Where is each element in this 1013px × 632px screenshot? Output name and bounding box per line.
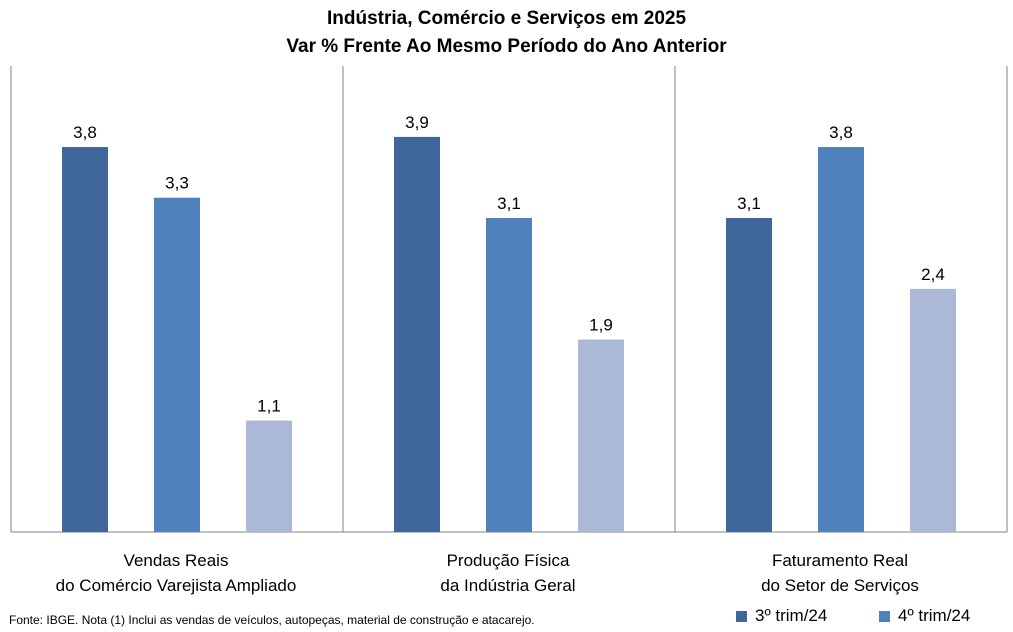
data-label-s2-c0: 1,1	[257, 397, 281, 416]
data-label-s1-c1: 3,1	[497, 194, 521, 213]
legend-swatch-0	[736, 610, 747, 622]
category-label-1-line1: Produção Física	[446, 551, 570, 570]
bar-s1-c0	[154, 197, 200, 532]
footnote: Fonte: IBGE. Nota (1) Inclui as vendas d…	[9, 613, 535, 627]
category-label-1: Produção Física da Indústria Geral	[343, 548, 673, 598]
category-label-2: Faturamento Real do Setor de Serviços	[675, 548, 1005, 598]
bar-s0-c2	[726, 217, 772, 532]
category-label-1-line2: da Indústria Geral	[440, 576, 576, 595]
category-label-0-line2: do Comércio Varejista Ampliado	[55, 576, 297, 595]
bar-s2-c2	[910, 288, 956, 532]
data-label-s1-c0: 3,3	[165, 174, 189, 193]
legend-label-1: 4º trim/24	[898, 606, 971, 625]
category-label-0-line1: Vendas Reais	[123, 551, 229, 570]
bar-s0-c0	[62, 147, 108, 533]
bar-s0-c1	[394, 136, 440, 533]
bar-s1-c2	[818, 147, 864, 533]
data-label-s0-c1: 3,9	[405, 113, 429, 132]
data-label-s2-c2: 2,4	[921, 265, 945, 284]
chart-subtitle: Var % Frente Ao Mesmo Período do Ano Ant…	[286, 36, 727, 57]
bar-s2-c0	[246, 420, 292, 532]
legend-item-1: 4º trim/24	[879, 606, 970, 626]
chart-title: Indústria, Comércio e Serviços em 2025	[326, 8, 687, 29]
bar-s2-c1	[578, 339, 624, 532]
bar-s1-c1	[486, 217, 532, 532]
data-label-s2-c1: 1,9	[589, 316, 613, 335]
category-label-2-line2: do Setor de Serviços	[761, 576, 919, 595]
data-label-s0-c2: 3,1	[737, 194, 761, 213]
legend-swatch-1	[879, 610, 890, 622]
legend-item-0: 3º trim/24	[736, 606, 827, 626]
category-label-2-line1: Faturamento Real	[771, 551, 909, 570]
legend-label-0: 3º trim/24	[755, 606, 828, 625]
category-label-0: Vendas Reais do Comércio Varejista Ampli…	[11, 548, 341, 598]
data-label-s1-c2: 3,8	[829, 123, 853, 142]
data-label-s0-c0: 3,8	[73, 123, 97, 142]
